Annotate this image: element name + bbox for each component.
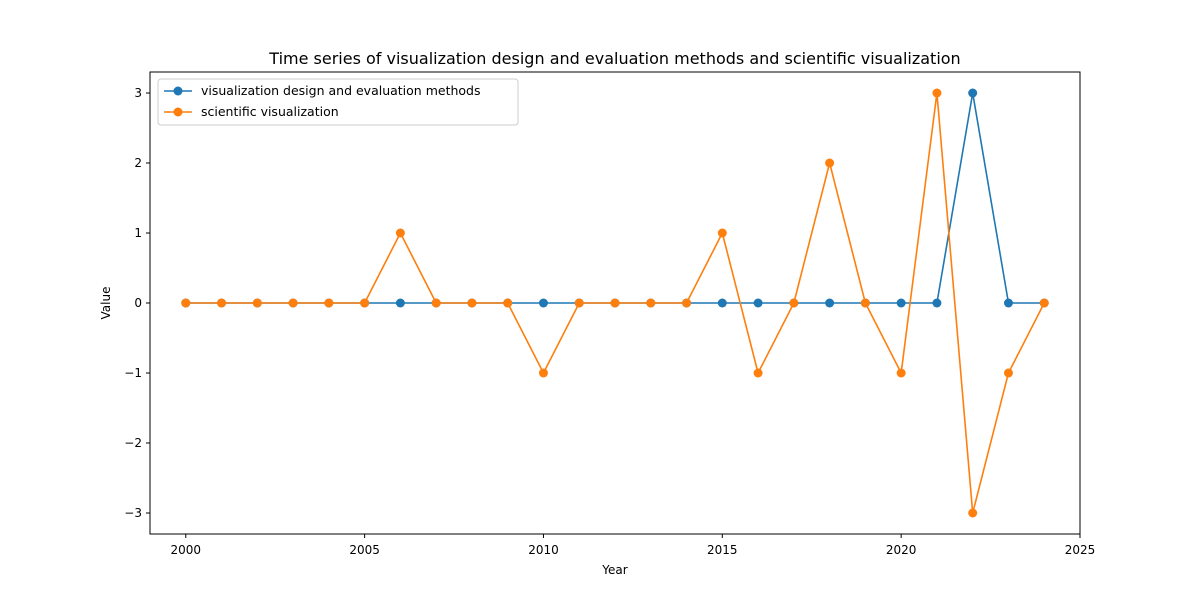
series-2-point [395, 228, 405, 238]
series-1-point [896, 298, 906, 308]
legend-label: visualization design and evaluation meth… [201, 83, 481, 98]
x-tick-label: 2000 [170, 543, 201, 557]
y-tick-label: −3 [124, 506, 142, 520]
x-tick-label: 2020 [886, 543, 917, 557]
series-2-point [288, 298, 298, 308]
legend-box [157, 78, 519, 126]
series-2-point [717, 228, 727, 238]
series-1-point [395, 298, 405, 308]
series-2-point [860, 298, 870, 308]
legend-swatch-marker [173, 107, 183, 117]
series-2-point [503, 298, 513, 308]
series-1-point [932, 298, 942, 308]
series-2-point [753, 368, 763, 378]
series-1-point [538, 298, 548, 308]
series-2-point [360, 298, 370, 308]
x-tick-label: 2025 [1065, 543, 1096, 557]
series-2-point [538, 368, 548, 378]
y-tick-label: 3 [134, 86, 142, 100]
plot-area: 2000 2005 2010 2015 2020 2025 −3 −2 −1 0 1 2 3 [124, 71, 1096, 557]
series-1-point [717, 298, 727, 308]
series-2-point [431, 298, 441, 308]
series-2-point [789, 298, 799, 308]
y-tick-label: 2 [134, 156, 142, 170]
series-2-point [646, 298, 656, 308]
legend-swatch-marker [173, 86, 183, 96]
series-1-point [1003, 298, 1013, 308]
series-2-point [896, 368, 906, 378]
series-2-point [252, 298, 262, 308]
legend: visualization design and evaluation meth… [157, 78, 519, 126]
series-2-point [467, 298, 477, 308]
x-tick-label: 2015 [707, 543, 738, 557]
series-2-point [968, 508, 978, 518]
series-2-point [610, 298, 620, 308]
legend-label: scientific visualization [201, 104, 339, 119]
y-tick-label: −2 [124, 436, 142, 450]
series-1-point [968, 88, 978, 98]
series-2-point [181, 298, 191, 308]
series-2-point [574, 298, 584, 308]
series-2-point [825, 158, 835, 168]
series-2-point [1003, 368, 1013, 378]
series-2-point [1039, 298, 1049, 308]
axes-frame [149, 71, 1081, 535]
series-2-point [324, 298, 334, 308]
series-1-point [825, 298, 835, 308]
series-2-point [682, 298, 692, 308]
y-tick-label: 1 [134, 226, 142, 240]
x-axis-label: Year [601, 563, 627, 577]
series-2-point [932, 88, 942, 98]
series-2-point [217, 298, 227, 308]
chart-title: Time series of visualization design and … [268, 49, 960, 68]
x-tick-label: 2005 [349, 543, 380, 557]
y-axis-label: Value [99, 287, 113, 320]
y-tick-label: −1 [124, 366, 142, 380]
x-tick-label: 2010 [528, 543, 559, 557]
y-tick-label: 0 [134, 296, 142, 310]
series-1-point [753, 298, 763, 308]
